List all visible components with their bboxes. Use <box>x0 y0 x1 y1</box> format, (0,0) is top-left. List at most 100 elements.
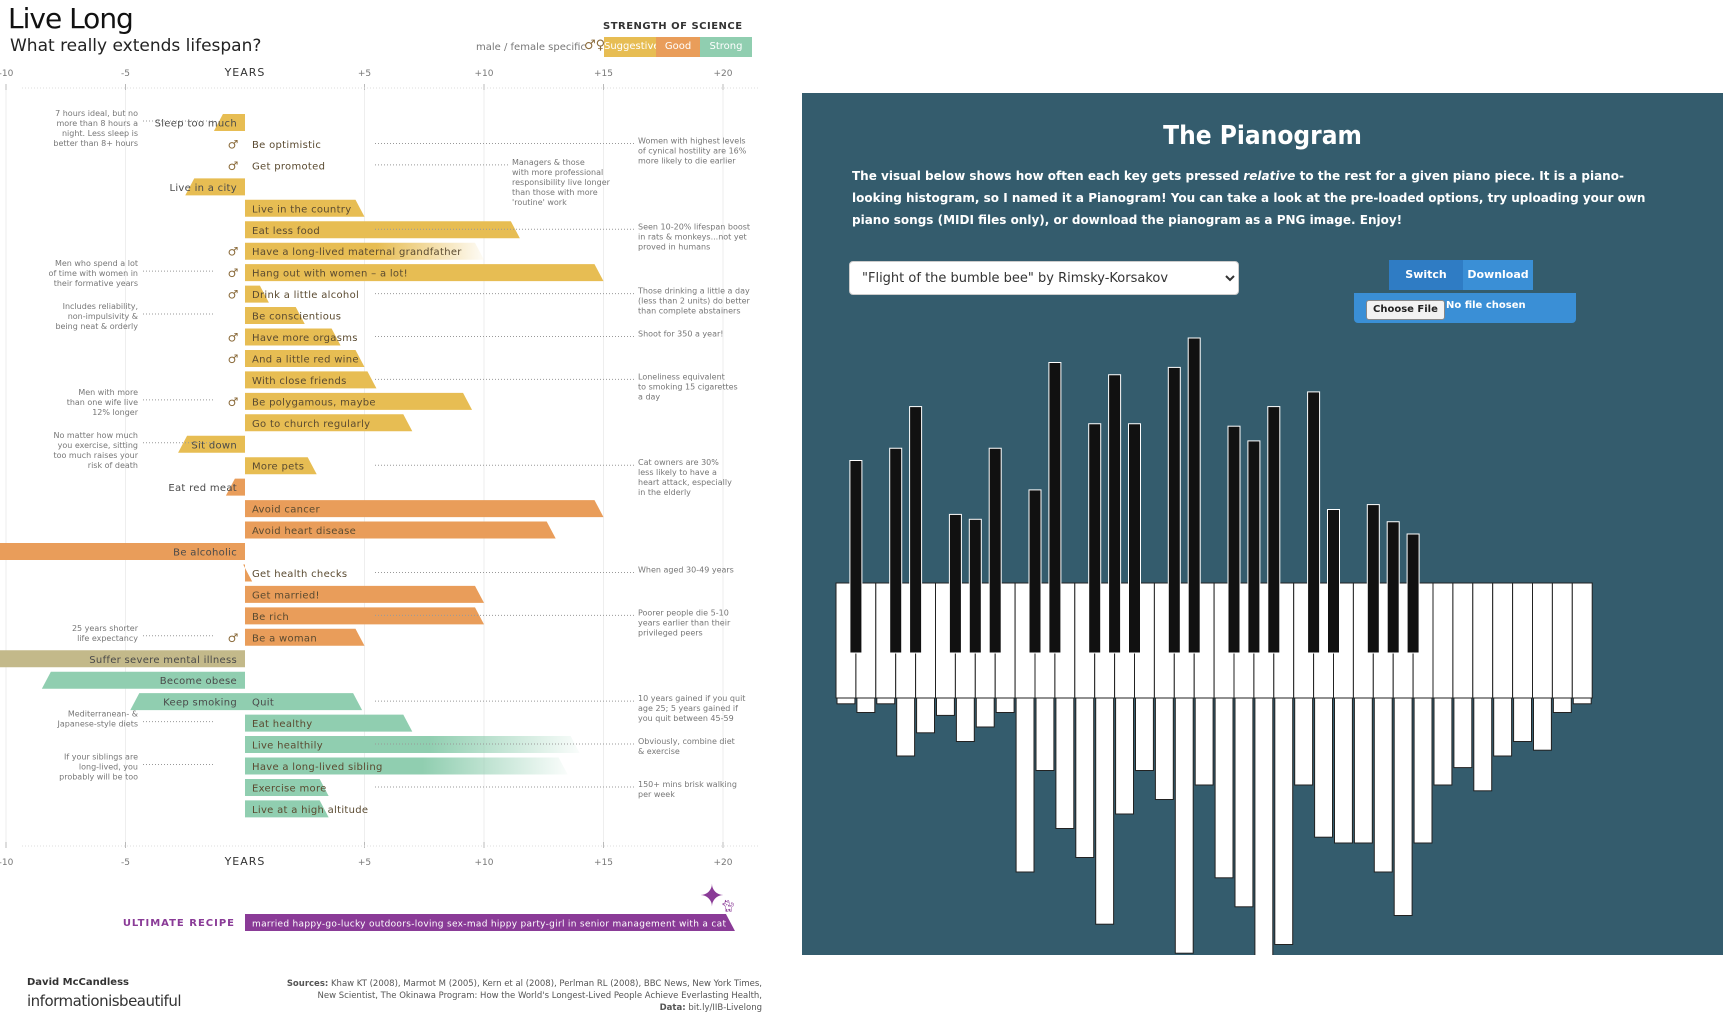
sex-specific-icon: ♂ <box>228 631 239 645</box>
note-left: risk of death <box>88 461 138 470</box>
white-key-bar <box>1433 697 1453 786</box>
x-tick-label-top: +20 <box>714 69 733 79</box>
legend-title: STRENGTH OF SCIENCE <box>603 21 743 32</box>
description-emphasis: relative <box>1243 169 1296 183</box>
white-key-bar <box>876 697 896 705</box>
bar <box>245 628 365 646</box>
black-key <box>1187 337 1201 654</box>
white-key-bar <box>1334 697 1353 844</box>
white-key-bar <box>1473 697 1493 792</box>
cat-icon: 🐈︎ <box>720 899 735 913</box>
white-key-bar <box>1513 697 1532 742</box>
download-button[interactable]: Download <box>1463 260 1533 290</box>
bar <box>178 435 245 453</box>
white-key-bar <box>1115 697 1135 815</box>
white-key-bar <box>1274 697 1294 945</box>
lifespan-bar-chart: -10 -10 -5 -5 +5 +5 +10 +10 +15 +15 +20 +20 YEARS YEA… <box>0 66 760 931</box>
note-right: a day <box>638 392 660 401</box>
white-key-bar <box>1572 697 1592 705</box>
no-file-label: No file chosen <box>1446 300 1526 311</box>
x-axis-label-bottom: YEARS <box>224 855 266 868</box>
black-key <box>889 447 903 654</box>
sources-label: Sources: <box>286 979 329 989</box>
bar <box>245 242 484 260</box>
x-tick-label-top: -10 <box>0 69 14 79</box>
bar <box>245 585 484 603</box>
white-key <box>1472 582 1494 699</box>
note-right: Poorer people die 5-10 <box>638 608 729 617</box>
white-key-bar <box>1015 697 1035 873</box>
note-right: heart attack, especially <box>638 478 732 487</box>
note-right: Loneliness equivalent <box>638 372 725 381</box>
sex-specific-icon: ♂ <box>228 137 239 151</box>
switch-style-button[interactable]: Switch Style <box>1389 260 1463 311</box>
bar <box>213 114 245 131</box>
white-key-bar <box>1035 697 1055 771</box>
note-right: age 25; 5 years gained if <box>638 704 738 713</box>
bar-label: Get promoted <box>252 161 325 172</box>
white-key-bar <box>1254 697 1274 955</box>
black-key <box>1406 533 1420 654</box>
note-left: probably will be too <box>59 773 138 782</box>
data-link[interactable]: bit.ly/IIB-Livelong <box>688 1003 762 1013</box>
bar <box>245 521 556 539</box>
legend-sex-label: male / female specific <box>476 42 586 53</box>
note-right: 10 years gained if you quit <box>638 694 745 703</box>
white-key-bar <box>916 697 935 734</box>
black-key <box>849 460 863 654</box>
white-key-bar <box>1393 697 1413 916</box>
file-upload: Choose File No file chosen <box>1354 293 1576 323</box>
sex-specific-icon: ♂ <box>228 352 239 366</box>
note-right: more likely to die earlier <box>638 156 736 165</box>
note-right: you quit between 45-59 <box>638 714 734 723</box>
bar-label: Live in the country <box>252 204 351 215</box>
bar <box>0 543 245 560</box>
bar-label: Avoid heart disease <box>252 526 356 537</box>
pianogram-chart <box>835 337 1593 955</box>
bar-label: Suffer severe mental illness <box>89 655 237 666</box>
bar-label: Be conscientious <box>252 312 341 323</box>
note-right: years earlier than their <box>638 618 731 627</box>
bar <box>245 371 377 389</box>
x-tick-label-top: +10 <box>475 69 494 79</box>
bar-label: Be optimistic <box>252 140 321 151</box>
white-key <box>1532 582 1553 699</box>
white-key-bar <box>1353 697 1373 844</box>
note-right: responsibility live longer <box>512 178 611 187</box>
note-left: Men who spend a lot <box>55 259 138 268</box>
bar <box>245 264 604 282</box>
white-key-bar <box>936 697 955 716</box>
bar <box>0 650 245 668</box>
bar <box>245 607 484 625</box>
note-right: to smoking 15 cigarettes <box>638 382 738 391</box>
black-key <box>1366 504 1380 654</box>
black-key <box>1128 423 1141 654</box>
note-left: 25 years shorter <box>72 624 139 633</box>
bar-label: More pets <box>252 462 304 473</box>
bar <box>245 199 365 217</box>
bar-label: Have a long-lived sibling <box>252 762 383 773</box>
white-key-bar <box>1055 697 1075 829</box>
note-right: less likely to have a <box>638 468 717 477</box>
x-tick-label-bottom: +20 <box>714 858 733 868</box>
ultimate-recipe-label: ULTIMATE RECIPE <box>123 918 235 929</box>
sex-specific-icon: ♂ <box>228 331 239 345</box>
song-select[interactable]: "Flight of the bumble bee" by Rimsky-Kor… <box>849 261 1239 295</box>
choose-file-button[interactable]: Choose File <box>1366 300 1445 320</box>
x-tick-label-bottom: +5 <box>358 858 371 868</box>
x-tick-label-bottom: +15 <box>594 858 613 868</box>
note-right: of cynical hostility are 16% <box>638 146 747 155</box>
bar <box>245 285 269 303</box>
sex-specific-icon: ♂ <box>228 245 239 259</box>
black-key <box>948 513 962 654</box>
black-key <box>909 406 923 654</box>
x-tick-label-top: +15 <box>594 69 613 79</box>
legend-strong: Strong <box>700 37 752 57</box>
note-right: in the elderly <box>638 488 691 497</box>
note-left: their formative years <box>54 279 138 288</box>
white-key-bar <box>1214 697 1234 879</box>
white-key-bar <box>995 697 1015 713</box>
note-right: (less than 2 units) do better <box>638 297 751 306</box>
black-key <box>1386 521 1400 654</box>
note-left: of time with women in <box>49 269 138 278</box>
